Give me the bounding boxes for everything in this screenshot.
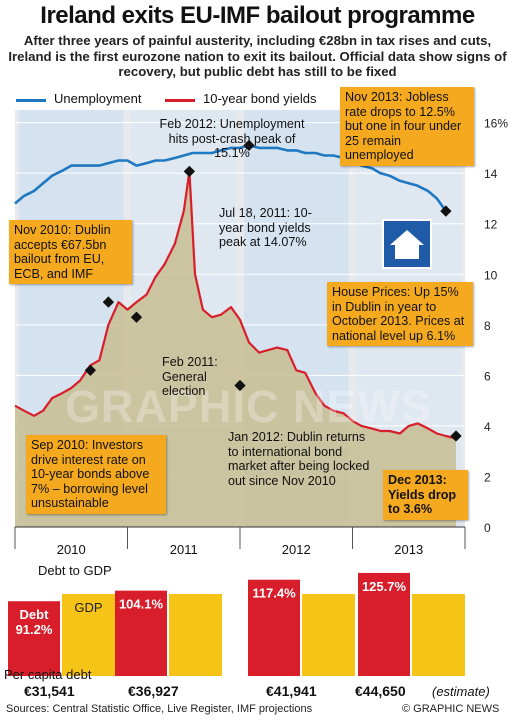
y-axis: 0 2 4 6 8 10 12 14 16% [484, 117, 508, 535]
gdp-bar [169, 594, 222, 676]
unemployment-line [14, 144, 447, 212]
legend-label-unemployment: Unemployment [54, 91, 142, 106]
debt-value-label: 125.7% [362, 579, 407, 594]
annotation-nov2010: Nov 2010: Dublin accepts €67.5bn bailout… [9, 220, 132, 284]
annotation-jul2011: Jul 18, 2011: 10-year bond yields peak a… [219, 206, 312, 249]
x-tick-label: 2011 [170, 542, 198, 557]
marker-feb2012 [243, 139, 255, 152]
debt-bar [358, 572, 410, 676]
debt-value-label: 104.1% [119, 597, 164, 612]
x-tick-label: 2010 [57, 542, 86, 557]
x-tick-label: 2013 [394, 542, 423, 557]
marker-feb2011 [130, 311, 143, 323]
footer-credit: © GRAPHIC NEWS [402, 703, 500, 715]
debt-value-label: 117.4% [252, 586, 296, 601]
per-capita-value: €44,650 [355, 683, 406, 699]
y-tick-label: 2 [484, 470, 491, 484]
page-title: Ireland exits EU-IMF bailout programme [40, 2, 475, 29]
y-tick-label: 12 [484, 218, 498, 232]
x-axis: 2010 2011 2012 2013 [14, 526, 466, 557]
annotation-sep2010: Sep 2010: Investors drive interest rate … [26, 435, 166, 514]
debt-label: Debt [20, 607, 50, 622]
legend-label-bond: 10-year bond yields [203, 91, 317, 106]
y-tick-label: 8 [484, 319, 491, 333]
debt-bar [248, 579, 300, 676]
marker-jan2012 [234, 379, 246, 392]
bar-chart-title: Debt to GDP [38, 563, 112, 578]
debt-value-label: 91.2% [16, 622, 53, 637]
y-tick-label: 4 [484, 420, 491, 434]
per-capita-value: €31,541 [24, 683, 75, 699]
y-tick-label: 10 [484, 268, 498, 282]
legend-swatch-unemployment [16, 99, 46, 102]
annotation-dec2013: Dec 2013: Yields drop to 3.6% [383, 470, 468, 520]
y-tick-label: 14 [484, 167, 498, 181]
legend-swatch-bond [165, 99, 195, 102]
x-tick-label: 2012 [282, 542, 311, 557]
y-tick-label: 0 [484, 521, 491, 535]
annotation-feb2011: Feb 2011: General election [162, 355, 218, 398]
y-tick-label: 6 [484, 369, 491, 383]
per-capita-label: Per capita debt [4, 667, 92, 682]
gdp-bar [302, 594, 355, 676]
y-tick-label: 16% [484, 117, 508, 131]
watermark: GRAPHIC NEWS [65, 381, 433, 432]
gdp-label: GDP [74, 600, 102, 615]
gdp-bar [412, 594, 465, 676]
annotation-jan2012: Jan 2012: Dublin returns to internationa… [228, 430, 370, 488]
marker-nov2013 [440, 205, 452, 217]
estimate-note: (estimate) [432, 684, 490, 699]
per-capita-value: €36,927 [128, 683, 179, 699]
debt-bar [8, 601, 60, 676]
annotation-house: House Prices: Up 15% in Dublin in year t… [327, 282, 473, 346]
annotation-nov2013: Nov 2013: Jobless rate drops to 12.5% bu… [340, 87, 474, 166]
per-capita-value: €41,941 [266, 683, 317, 699]
gdp-bar [62, 594, 115, 676]
debt-bar [115, 590, 167, 676]
footer-sources: Sources: Central Statistic Office, Live … [6, 703, 313, 715]
marker-jul2011 [183, 165, 196, 178]
marker-dec2013 [450, 430, 462, 442]
annotation-feb2012: Feb 2012: Unemployment hits post-crash p… [159, 117, 305, 160]
subtitle: After three years of painful austerity, … [8, 33, 507, 79]
house-icon [382, 219, 432, 269]
